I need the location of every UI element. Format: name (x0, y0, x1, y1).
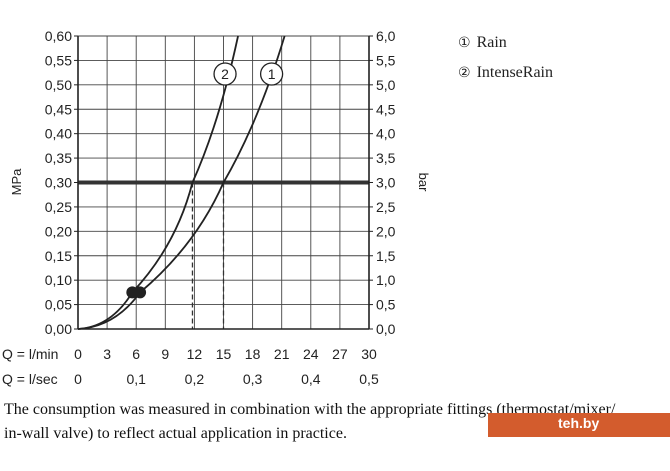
y-left-tick-label: 0,40 (45, 126, 72, 142)
x-lmin-tick-label: 6 (132, 346, 140, 362)
y-right-tick-label: 1,5 (376, 248, 396, 264)
tick-labels: 0,000,050,100,150,200,250,300,350,400,45… (45, 28, 396, 387)
x-lmin-tick-label: 18 (245, 346, 261, 362)
x-lmin-tick-label: 21 (274, 346, 290, 362)
y-left-tick-label: 0,20 (45, 223, 72, 239)
y-right-tick-label: 1,0 (376, 272, 396, 288)
legend-label-intenserain: IntenseRain (476, 64, 553, 81)
y-right-tick-label: 3,5 (376, 150, 396, 166)
x-lmin-tick-label: 0 (74, 346, 82, 362)
x-lsec-tick-label: 0,3 (243, 371, 263, 387)
y-right-tick-label: 5,0 (376, 77, 396, 93)
y-left-axis-label: MPa (9, 168, 24, 196)
curve-marker-1 (259, 62, 284, 86)
legend-item-rain: ① Rain (458, 34, 507, 52)
flow-pressure-chart: 12 0,000,050,100,150,200,250,300,350,400… (2, 28, 431, 387)
caption-line-2: in-wall valve) to reflect actual applica… (4, 425, 347, 442)
x-lmin-tick-label: 27 (332, 346, 348, 362)
y-left-tick-label: 0,50 (45, 77, 72, 93)
x-lsec-axis-label: Q = l/sec (2, 371, 58, 387)
x-lmin-axis-label: Q = l/min (2, 346, 58, 362)
watermark-badge: teh.by (488, 413, 670, 437)
y-left-tick-label: 0,05 (45, 297, 72, 313)
x-lsec-tick-label: 0 (74, 371, 82, 387)
y-right-tick-label: 0,5 (376, 297, 396, 313)
legend-marker-1: ① (458, 35, 471, 51)
x-lsec-tick-label: 0,4 (301, 371, 321, 387)
series-curves: 12 (77, 35, 286, 330)
y-right-tick-label: 2,5 (376, 199, 396, 215)
x-lsec-tick-label: 0,5 (359, 371, 379, 387)
caption-line-1: The consumption was measured in combinat… (4, 401, 616, 418)
y-right-tick-label: 4,5 (376, 101, 396, 117)
curve-marker-label-1: 1 (268, 66, 276, 82)
chart-axes (74, 35, 373, 330)
y-right-tick-label: 2,0 (376, 223, 396, 239)
x-lmin-tick-label: 3 (103, 346, 111, 362)
x-lmin-tick-label: 12 (187, 346, 203, 362)
series-curve-1 (77, 35, 286, 330)
y-right-tick-label: 3,0 (376, 175, 396, 191)
series-curve-2 (77, 35, 239, 330)
curve-marker-label-2: 2 (221, 66, 229, 82)
y-left-tick-label: 0,25 (45, 199, 72, 215)
y-left-tick-label: 0,60 (45, 28, 72, 44)
y-left-tick-label: 0,00 (45, 321, 72, 337)
x-lmin-tick-label: 30 (361, 346, 377, 362)
x-lmin-tick-label: 24 (303, 346, 319, 362)
x-lsec-tick-label: 0,1 (126, 371, 146, 387)
y-left-tick-label: 0,45 (45, 101, 72, 117)
y-right-tick-label: 0,0 (376, 321, 396, 337)
y-left-tick-label: 0,10 (45, 272, 72, 288)
y-left-tick-label: 0,30 (45, 175, 72, 191)
legend-label-rain: Rain (476, 34, 507, 51)
curve-marker-2 (213, 62, 237, 86)
legend-item-intenserain: ② IntenseRain (458, 64, 553, 82)
y-right-axis-label: bar (416, 173, 431, 192)
legend-marker-2: ② (458, 65, 471, 81)
x-lsec-tick-label: 0,2 (185, 371, 205, 387)
x-lmin-tick-label: 15 (216, 346, 232, 362)
y-left-tick-label: 0,35 (45, 150, 72, 166)
series-point-2 (126, 286, 139, 299)
x-lmin-tick-label: 9 (161, 346, 169, 362)
y-right-tick-label: 4,0 (376, 126, 396, 142)
y-left-tick-label: 0,15 (45, 248, 72, 264)
y-right-tick-label: 6,0 (376, 28, 396, 44)
y-right-tick-label: 5,5 (376, 52, 396, 68)
y-left-tick-label: 0,55 (45, 52, 72, 68)
